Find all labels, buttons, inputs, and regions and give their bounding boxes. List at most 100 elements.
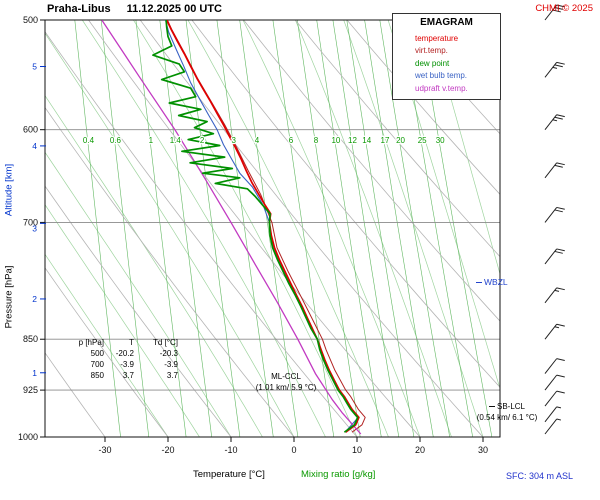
wind-barb [544,4,565,21]
temp-tick-label: -10 [224,445,237,455]
legend-title: EMAGRAM [420,17,473,28]
wind-barb [544,287,565,304]
pressure-tick-label: 500 [23,15,38,25]
mixing-ratio-label: 20 [396,136,405,145]
table-cell: -20.3 [159,349,178,358]
legend-item-dew-point: dew point [415,58,450,68]
mixing-ratio-label: 17 [381,136,390,145]
sblcl-label: SB-LCL [496,402,525,411]
sounding-datetime: 11.12.2025 00 UTC [126,3,222,15]
mixing-ratio-label: 2 [200,136,205,145]
pressure-tick-label: 925 [23,385,38,395]
mlccl-detail: (1.01 km/ 5.9 °C) [255,382,317,392]
sblcl-detail: (0.54 km/ 6.1 °C) [476,412,538,422]
dry-adiabat-lines [45,20,500,437]
wind-barb [544,406,562,423]
table-cell: 700 [90,360,104,369]
altitude-axis-label: Altitude [km] [3,163,15,217]
wind-barbs [544,4,565,435]
pressure-axis-label: Pressure [hPa] [3,265,15,329]
table-cell: 500 [90,349,104,358]
legend-item-udpraft-v-temp-: udpraft v.temp. [415,83,468,93]
legend-items: temperature virt.temp. dew point wet bulb t… [393,33,500,96]
wbzl-annotation: WBZL [476,277,508,287]
sblcl-annotation: SB-LCL (0.54 km/ 6.1 °C) [464,402,550,423]
mixing-ratio-label: 0.6 [110,136,122,145]
mixing-ratio-label: 0.4 [83,136,95,145]
surface-elevation: SFC: 304 m ASL [506,471,574,481]
mixing-ratio-label: 10 [331,136,340,145]
temp-tick-label: -20 [161,445,174,455]
legend-item-wet-bulb-temp-: wet bulb temp. [415,71,468,80]
mixing-ratio-axis-label: Mixing ratio [g/kg] [301,469,376,480]
levels-table: p [hPa] T Td [°C] 500 -20.2 -20.3 700 -3.9 -3.9 8… [70,337,180,381]
pressure-tick-label: 1000 [18,432,38,442]
temp-tick-label: 0 [291,445,296,455]
mixing-ratio-label: 14 [362,136,371,145]
pressure-tick-label: 850 [23,334,38,344]
legend-box: EMAGRAM temperature virt.temp. dew point we… [392,13,501,100]
temp-tick-label: 10 [352,445,362,455]
mixing-ratio-label: 6 [289,136,294,145]
altitude-tick-label: 2 [32,294,37,304]
legend-item-virt-temp-: virt.temp. [415,46,448,55]
table-cell: -3.9 [120,360,134,369]
mixing-ratio-label: 1 [149,136,154,145]
mixing-ratio-lines [74,20,493,437]
mixing-ratio-label: 1.4 [170,136,182,145]
altitude-tick-label: 5 [32,62,37,72]
mixing-ratio-label: 30 [436,136,445,145]
temp-axis-ticks: -30 -20 -10 0 10 20 30 [98,437,488,455]
wind-barb [544,390,565,407]
wind-barb [544,374,565,391]
temp-tick-label: 20 [415,445,425,455]
wind-barb [544,61,565,78]
mixing-ratio-label: 12 [348,136,357,145]
table-cell: -20.2 [115,349,134,358]
wind-barb [544,323,565,340]
table-cell: 850 [90,371,104,380]
pressure-gridlines [45,129,500,391]
table-cell: -3.9 [164,360,178,369]
pressure-tick-label: 600 [23,125,38,135]
altitude-axis-ticks: 1 2 3 4 5 [32,62,46,378]
wind-barb [544,162,565,179]
mlccl-label: ML-CCL [271,372,301,381]
altitude-tick-label: 1 [32,368,37,378]
table-header: T [129,338,134,347]
wind-barb [544,418,562,435]
mixing-ratio-labels: 0.4 0.6 1 1.4 2 3 4 6 8 10 12 14 17 20 25 30 [82,135,447,146]
tick-dash-icon [476,282,482,284]
mixing-ratio-label: 4 [255,136,260,145]
wind-barb [544,248,565,265]
tick-dash-icon [488,406,495,408]
altitude-tick-label: 3 [32,223,37,233]
virtual-temperature-curve [166,20,366,433]
updraft-virtual-temperature-curve [101,20,362,435]
copyright-text: CHMI © 2025 [535,3,593,14]
table-cell: 3.7 [166,371,178,380]
mixing-ratio-label: 25 [418,136,427,145]
pressure-tick-label: 700 [23,217,38,227]
mixing-ratio-label: 3 [231,136,236,145]
table-header: p [hPa] [78,338,104,347]
plot-border [44,19,501,438]
wbzl-label: WBZL [484,277,508,287]
altitude-tick-label: 4 [32,141,37,151]
chart-title: Praha-Libus 11.12.2025 00 UTC [47,3,222,15]
table-cell: 3.7 [122,371,134,380]
wind-barb [544,358,565,374]
station-name: Praha-Libus [47,3,111,15]
wind-barb [544,114,565,131]
table-header: Td [°C] [153,338,178,347]
mixing-ratio-label: 8 [314,136,319,145]
legend-item-temperature: temperature [415,33,459,43]
mlccl-annotation: ML-CCL (1.01 km/ 5.9 °C) [240,372,332,393]
temp-axis-label: Temperature [°C] [193,469,265,480]
wind-barb [544,206,565,223]
dew-point-curve [152,20,359,433]
temperature-curve [165,20,360,433]
pressure-axis-ticks: 500 600 700 850 925 1000 [18,15,45,442]
